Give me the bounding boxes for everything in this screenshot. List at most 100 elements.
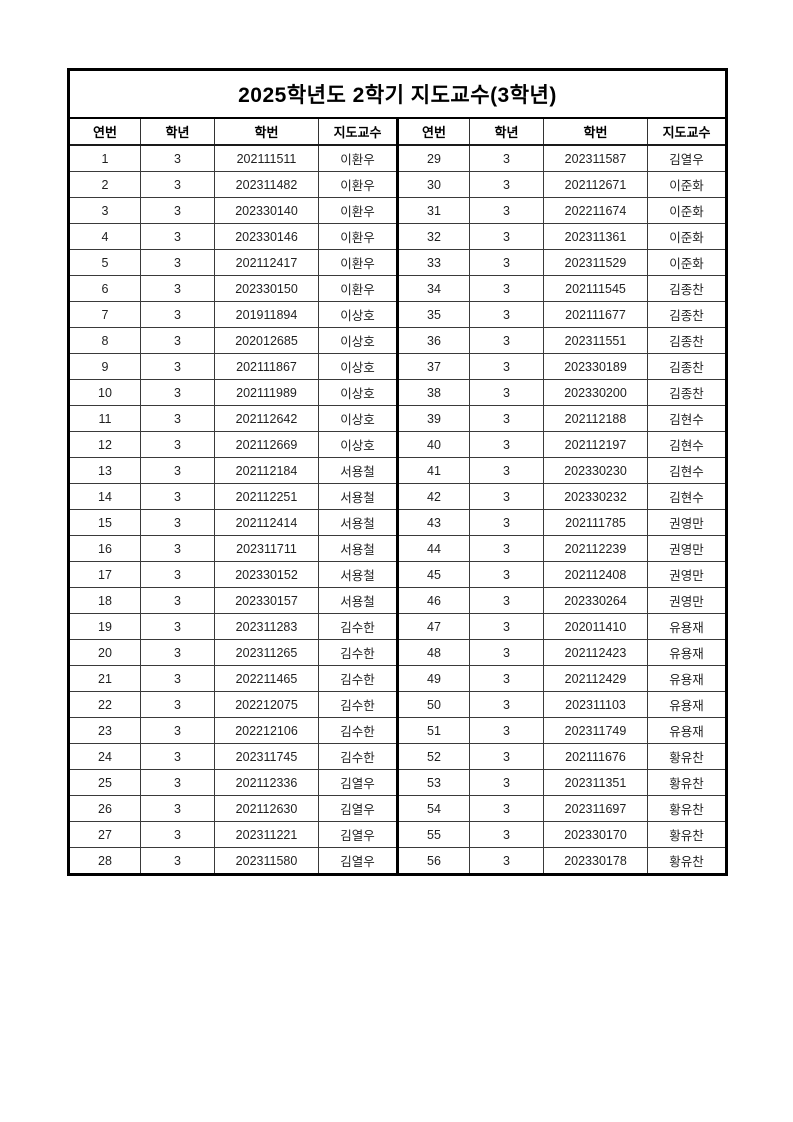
cell-student-id: 202330170 (543, 821, 648, 848)
cell-no: 25 (68, 769, 141, 796)
cell-grade: 3 (469, 691, 544, 718)
cell-student-id: 202111989 (214, 379, 319, 406)
cell-grade: 3 (140, 665, 215, 692)
cell-no: 11 (68, 405, 141, 432)
cell-grade: 3 (140, 535, 215, 562)
table-row: 27 3 202311221 김열우 55 3 202330170 황유찬 (68, 821, 727, 848)
cell-advisor: 김수한 (318, 665, 398, 692)
cell-no: 10 (68, 379, 141, 406)
cell-grade: 3 (140, 249, 215, 276)
cell-advisor: 김열우 (318, 769, 398, 796)
table-row: 7 3 201911894 이상호 35 3 202111677 김종찬 (68, 301, 727, 328)
cell-advisor: 유용재 (647, 613, 727, 640)
page-title: 2025학년도 2학기 지도교수(3학년) (68, 69, 727, 119)
column-header-advisor: 지도교수 (318, 117, 398, 146)
cell-advisor: 김종찬 (647, 275, 727, 302)
cell-no: 49 (396, 665, 470, 692)
cell-student-id: 202330146 (214, 223, 319, 250)
cell-student-id: 202012685 (214, 327, 319, 354)
cell-student-id: 202211465 (214, 665, 319, 692)
cell-no: 5 (68, 249, 141, 276)
cell-grade: 3 (140, 691, 215, 718)
cell-advisor: 이상호 (318, 431, 398, 458)
table-row: 16 3 202311711 서용철 44 3 202112239 권영만 (68, 535, 727, 562)
cell-advisor: 이환우 (318, 144, 398, 172)
cell-advisor: 서용철 (318, 483, 398, 510)
cell-grade: 3 (469, 431, 544, 458)
table-row: 12 3 202112669 이상호 40 3 202112197 김현수 (68, 431, 727, 458)
cell-advisor: 이준화 (647, 223, 727, 250)
cell-no: 29 (396, 144, 470, 172)
table-row: 2 3 202311482 이환우 30 3 202112671 이준화 (68, 171, 727, 198)
cell-no: 16 (68, 535, 141, 562)
cell-grade: 3 (469, 509, 544, 536)
cell-student-id: 202112239 (543, 535, 648, 562)
cell-no: 23 (68, 717, 141, 744)
table-row: 4 3 202330146 이환우 32 3 202311361 이준화 (68, 223, 727, 250)
cell-advisor: 권영만 (647, 561, 727, 588)
cell-grade: 3 (469, 535, 544, 562)
column-header-grade: 학년 (469, 117, 544, 146)
cell-grade: 3 (140, 717, 215, 744)
cell-student-id: 202112630 (214, 795, 319, 822)
cell-no: 53 (396, 769, 470, 796)
cell-grade: 3 (140, 379, 215, 406)
column-header-student-id: 학번 (214, 117, 319, 146)
cell-no: 26 (68, 795, 141, 822)
cell-grade: 3 (469, 613, 544, 640)
cell-advisor: 이준화 (647, 171, 727, 198)
cell-student-id: 202311711 (214, 535, 319, 562)
cell-student-id: 202112251 (214, 483, 319, 510)
cell-advisor: 이환우 (318, 171, 398, 198)
cell-advisor: 황유찬 (647, 795, 727, 822)
cell-no: 21 (68, 665, 141, 692)
cell-student-id: 202311265 (214, 639, 319, 666)
cell-no: 43 (396, 509, 470, 536)
cell-no: 56 (396, 847, 470, 875)
table-row: 9 3 202111867 이상호 37 3 202330189 김종찬 (68, 353, 727, 380)
cell-student-id: 202330178 (543, 847, 648, 875)
cell-no: 52 (396, 743, 470, 770)
cell-grade: 3 (469, 405, 544, 432)
cell-student-id: 202111676 (543, 743, 648, 770)
cell-advisor: 황유찬 (647, 743, 727, 770)
cell-no: 46 (396, 587, 470, 614)
cell-no: 28 (68, 847, 141, 875)
column-header-no: 연번 (68, 117, 141, 146)
cell-no: 9 (68, 353, 141, 380)
cell-no: 38 (396, 379, 470, 406)
cell-no: 30 (396, 171, 470, 198)
cell-advisor: 김열우 (318, 821, 398, 848)
cell-grade: 3 (140, 847, 215, 875)
cell-grade: 3 (140, 795, 215, 822)
cell-advisor: 유용재 (647, 691, 727, 718)
cell-student-id: 202112408 (543, 561, 648, 588)
cell-student-id: 202311587 (543, 144, 648, 172)
cell-student-id: 202330200 (543, 379, 648, 406)
column-header-no: 연번 (396, 117, 470, 146)
cell-no: 1 (68, 144, 141, 172)
table-row: 6 3 202330150 이환우 34 3 202111545 김종찬 (68, 275, 727, 302)
cell-advisor: 김종찬 (647, 327, 727, 354)
cell-no: 47 (396, 613, 470, 640)
cell-grade: 3 (469, 301, 544, 328)
cell-no: 35 (396, 301, 470, 328)
cell-advisor: 김종찬 (647, 353, 727, 380)
cell-grade: 3 (469, 847, 544, 875)
cell-advisor: 김열우 (318, 795, 398, 822)
cell-student-id: 202311551 (543, 327, 648, 354)
cell-no: 27 (68, 821, 141, 848)
column-header-student-id: 학번 (543, 117, 648, 146)
cell-no: 42 (396, 483, 470, 510)
cell-advisor: 김수한 (318, 691, 398, 718)
cell-no: 51 (396, 717, 470, 744)
cell-grade: 3 (140, 509, 215, 536)
cell-student-id: 202330140 (214, 197, 319, 224)
cell-student-id: 202330232 (543, 483, 648, 510)
table-title-row: 2025학년도 2학기 지도교수(3학년) (68, 69, 727, 119)
cell-student-id: 202330157 (214, 587, 319, 614)
table-row: 24 3 202311745 김수한 52 3 202111676 황유찬 (68, 743, 727, 770)
cell-no: 37 (396, 353, 470, 380)
cell-student-id: 202111867 (214, 353, 319, 380)
cell-student-id: 202112423 (543, 639, 648, 666)
